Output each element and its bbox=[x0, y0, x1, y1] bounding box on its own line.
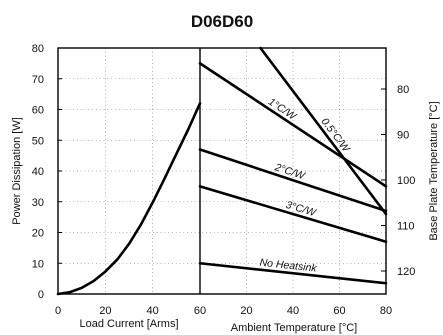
right-y-axis-label: Base Plate Temperature [°C] bbox=[428, 101, 440, 240]
base-plate-tick-label: 100 bbox=[397, 175, 415, 187]
grid bbox=[58, 48, 386, 294]
y-tick-label: 40 bbox=[32, 166, 44, 178]
heatsink-line bbox=[198, 148, 388, 213]
x-tick-label: 0 bbox=[55, 305, 61, 317]
left-y-axis-label: Power Dissipation [W] bbox=[11, 117, 23, 225]
base-plate-tick-label: 90 bbox=[397, 130, 409, 142]
chart-title: D06D60 bbox=[191, 12, 253, 31]
base-plate-tick-label: 110 bbox=[397, 221, 415, 233]
y-tick-label: 60 bbox=[32, 105, 44, 117]
base-plate-tick-label: 120 bbox=[397, 266, 415, 278]
heatsink-line bbox=[198, 185, 388, 244]
heatsink-line bbox=[259, 46, 388, 216]
x-tick-label: 80 bbox=[380, 305, 392, 317]
x-tick-label: 60 bbox=[194, 305, 206, 317]
x-tick-label: 60 bbox=[333, 305, 345, 317]
power-dissipation-curve bbox=[56, 102, 202, 296]
base-plate-tick-label: 80 bbox=[397, 84, 409, 96]
y-tick-label: 70 bbox=[32, 74, 44, 86]
y-tick-label: 10 bbox=[32, 258, 44, 270]
x-tick-label: 20 bbox=[240, 305, 252, 317]
y-tick-label: 80 bbox=[32, 43, 44, 55]
y-tick-label: 50 bbox=[32, 135, 44, 147]
y-tick-label: 20 bbox=[32, 228, 44, 240]
heatsink-line bbox=[198, 261, 388, 285]
y-tick-label: 0 bbox=[38, 289, 44, 301]
tick-labels: 0 10 20 30 40 50 60 70 80 0 20 40 60 20 40 60 80 80 90 100 1… bbox=[32, 43, 416, 317]
heatsink-line bbox=[198, 62, 388, 188]
right-x-axis-label: Ambient Temperature [°C] bbox=[231, 322, 357, 334]
left-x-axis-label: Load Current [Arms] bbox=[79, 318, 178, 330]
y-tick-label: 30 bbox=[32, 197, 44, 209]
x-tick-label: 40 bbox=[287, 305, 299, 317]
x-tick-label: 20 bbox=[99, 305, 111, 317]
x-tick-label: 40 bbox=[147, 305, 159, 317]
